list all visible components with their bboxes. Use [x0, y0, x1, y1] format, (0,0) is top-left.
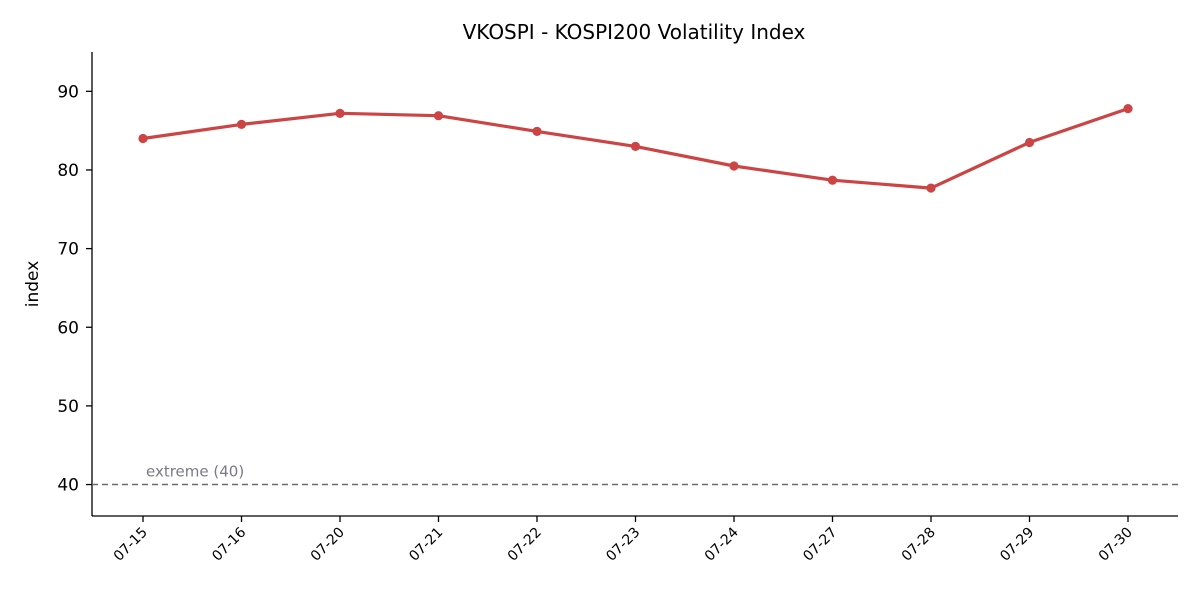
data-point: [236, 119, 247, 129]
x-tick-label: 07-23: [603, 525, 643, 565]
y-tick-label: 90: [57, 82, 79, 102]
data-point: [433, 111, 444, 121]
series-group: [138, 104, 1133, 193]
x-tick-label: 07-22: [505, 525, 545, 565]
x-tick-label: 07-20: [308, 525, 348, 565]
x-tick-label: 07-16: [209, 524, 249, 564]
y-axis: 40 50 60 70 80 90: [57, 52, 93, 516]
x-axis: 07-15 07-16 07-20 07-21 07-22 07-23 07-24 07-27…: [92, 515, 1178, 565]
y-tick-label: 60: [57, 318, 79, 338]
data-point: [1024, 137, 1035, 148]
x-tick-label: 07-21: [406, 525, 446, 565]
y-tick-label: 50: [57, 397, 79, 417]
chart-title: VKOSPI - KOSPI200 Volatility Index: [463, 20, 806, 44]
reference-line-group: extreme (40): [92, 463, 1178, 486]
data-point: [729, 161, 739, 171]
extreme-reference-label: extreme (40): [146, 463, 244, 481]
y-tick-label: 70: [57, 240, 79, 260]
data-point: [532, 126, 542, 137]
data-point: [1123, 104, 1133, 114]
x-tick-label: 07-29: [997, 525, 1037, 565]
data-point: [827, 175, 838, 185]
x-tick-label: 07-24: [702, 524, 742, 564]
data-point: [335, 108, 345, 118]
data-point: [630, 141, 641, 151]
x-tick-label: 07-30: [1096, 525, 1136, 565]
data-point: [926, 183, 936, 193]
y-tick-label: 80: [57, 161, 79, 181]
x-tick-label: 07-27: [800, 525, 840, 565]
x-tick-label: 07-28: [899, 525, 939, 565]
y-axis-label: index: [23, 261, 43, 308]
x-tick-label: 07-15: [111, 525, 151, 565]
data-point: [138, 133, 148, 144]
y-tick-label: 40: [57, 476, 79, 496]
